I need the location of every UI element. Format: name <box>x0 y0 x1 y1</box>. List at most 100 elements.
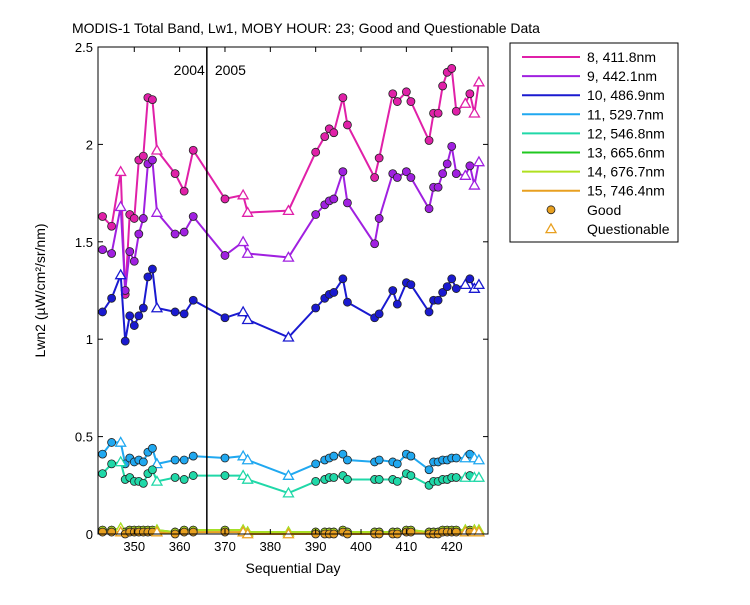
x-tick-label: 420 <box>441 539 463 554</box>
good-point <box>392 299 402 309</box>
good-point <box>107 221 117 231</box>
good-point <box>406 451 416 461</box>
good-point <box>451 453 461 463</box>
x-axis-label: Sequential Day <box>246 560 341 576</box>
year-label-2004: 2004 <box>174 62 205 78</box>
good-point <box>343 455 352 465</box>
good-point <box>406 173 416 182</box>
questionable-point <box>236 305 250 317</box>
good-point <box>188 527 198 537</box>
good-point <box>451 169 461 179</box>
good-point <box>170 169 180 179</box>
questionable-point <box>472 471 486 482</box>
y-tick-label: 1 <box>86 332 93 347</box>
series-8 <box>98 64 486 299</box>
questionable-point <box>472 155 486 167</box>
good-point <box>447 141 457 151</box>
good-point <box>447 64 457 73</box>
y-axis-label: Lwn2 (µW/cm²/sr/nm) <box>32 223 48 357</box>
plot-frame <box>97 46 489 535</box>
y-tick-label: 0 <box>86 527 93 542</box>
legend-questionable-label: Questionable <box>587 221 670 237</box>
good-point <box>311 210 321 219</box>
good-point <box>338 274 348 284</box>
good-point <box>138 151 148 161</box>
good-point <box>338 449 348 459</box>
good-point <box>343 198 352 208</box>
legend-entry-label: 13, 665.6nm <box>587 145 665 161</box>
legend-good-marker <box>546 205 556 215</box>
good-point <box>170 307 180 317</box>
good-point <box>98 245 107 254</box>
questionable-point <box>459 169 472 180</box>
good-point <box>433 295 443 305</box>
good-point <box>329 288 339 297</box>
legend-entry-label: 10, 486.9nm <box>587 87 665 103</box>
questionable-point <box>241 527 254 539</box>
good-point <box>451 106 461 116</box>
good-point <box>465 274 475 284</box>
series-9 <box>98 141 486 295</box>
good-point <box>125 311 135 321</box>
good-point <box>406 97 416 106</box>
questionable-point <box>472 278 486 290</box>
good-point <box>311 303 321 313</box>
chart-title: MODIS-1 Total Band, Lw1, MOBY HOUR: 23; … <box>72 20 540 36</box>
good-point <box>188 295 198 305</box>
good-point <box>98 527 107 537</box>
good-point <box>374 309 384 319</box>
good-point <box>148 95 157 104</box>
good-point <box>370 239 380 249</box>
good-point <box>370 173 380 182</box>
good-point <box>220 251 230 260</box>
good-point <box>438 169 448 179</box>
good-point <box>320 132 330 142</box>
questionable-point <box>150 206 164 217</box>
good-point <box>138 214 148 223</box>
good-point <box>220 471 230 480</box>
good-point <box>451 527 461 537</box>
questionable-point <box>236 235 250 247</box>
good-point <box>343 475 352 484</box>
legend-questionable-marker <box>544 222 558 234</box>
x-tick-label: 380 <box>259 539 281 554</box>
good-point <box>129 256 139 266</box>
good-point <box>406 471 416 480</box>
good-point <box>148 155 157 165</box>
good-point <box>329 128 339 138</box>
good-point <box>107 438 117 447</box>
good-point <box>134 229 144 239</box>
good-point <box>465 89 475 99</box>
good-point <box>329 473 339 482</box>
x-tick-label: 410 <box>396 539 418 554</box>
good-point <box>220 194 230 204</box>
series-12 <box>98 455 486 498</box>
good-point <box>98 469 107 479</box>
good-point <box>188 471 198 480</box>
good-point <box>374 214 384 223</box>
questionable-point <box>241 473 254 484</box>
questionable-point <box>472 453 486 465</box>
good-point <box>451 473 461 482</box>
questionable-point <box>114 455 127 467</box>
good-point <box>170 455 180 465</box>
good-point <box>442 282 452 292</box>
good-point <box>338 93 348 103</box>
y-tick-label: 1.5 <box>75 235 93 250</box>
good-point <box>438 81 448 91</box>
questionable-point <box>472 75 486 87</box>
good-point <box>424 204 434 214</box>
x-tick-label: 360 <box>169 539 191 554</box>
good-point <box>388 286 398 295</box>
good-point <box>134 311 144 321</box>
good-point <box>438 288 448 297</box>
good-point <box>138 303 148 313</box>
y-tick-label: 2 <box>86 137 93 152</box>
questionable-point <box>459 278 472 290</box>
legend-entry-label: 14, 676.7nm <box>587 164 665 180</box>
good-point <box>392 97 402 106</box>
questionable-point <box>150 475 164 486</box>
good-point <box>424 136 434 145</box>
x-tick-label: 370 <box>214 539 236 554</box>
